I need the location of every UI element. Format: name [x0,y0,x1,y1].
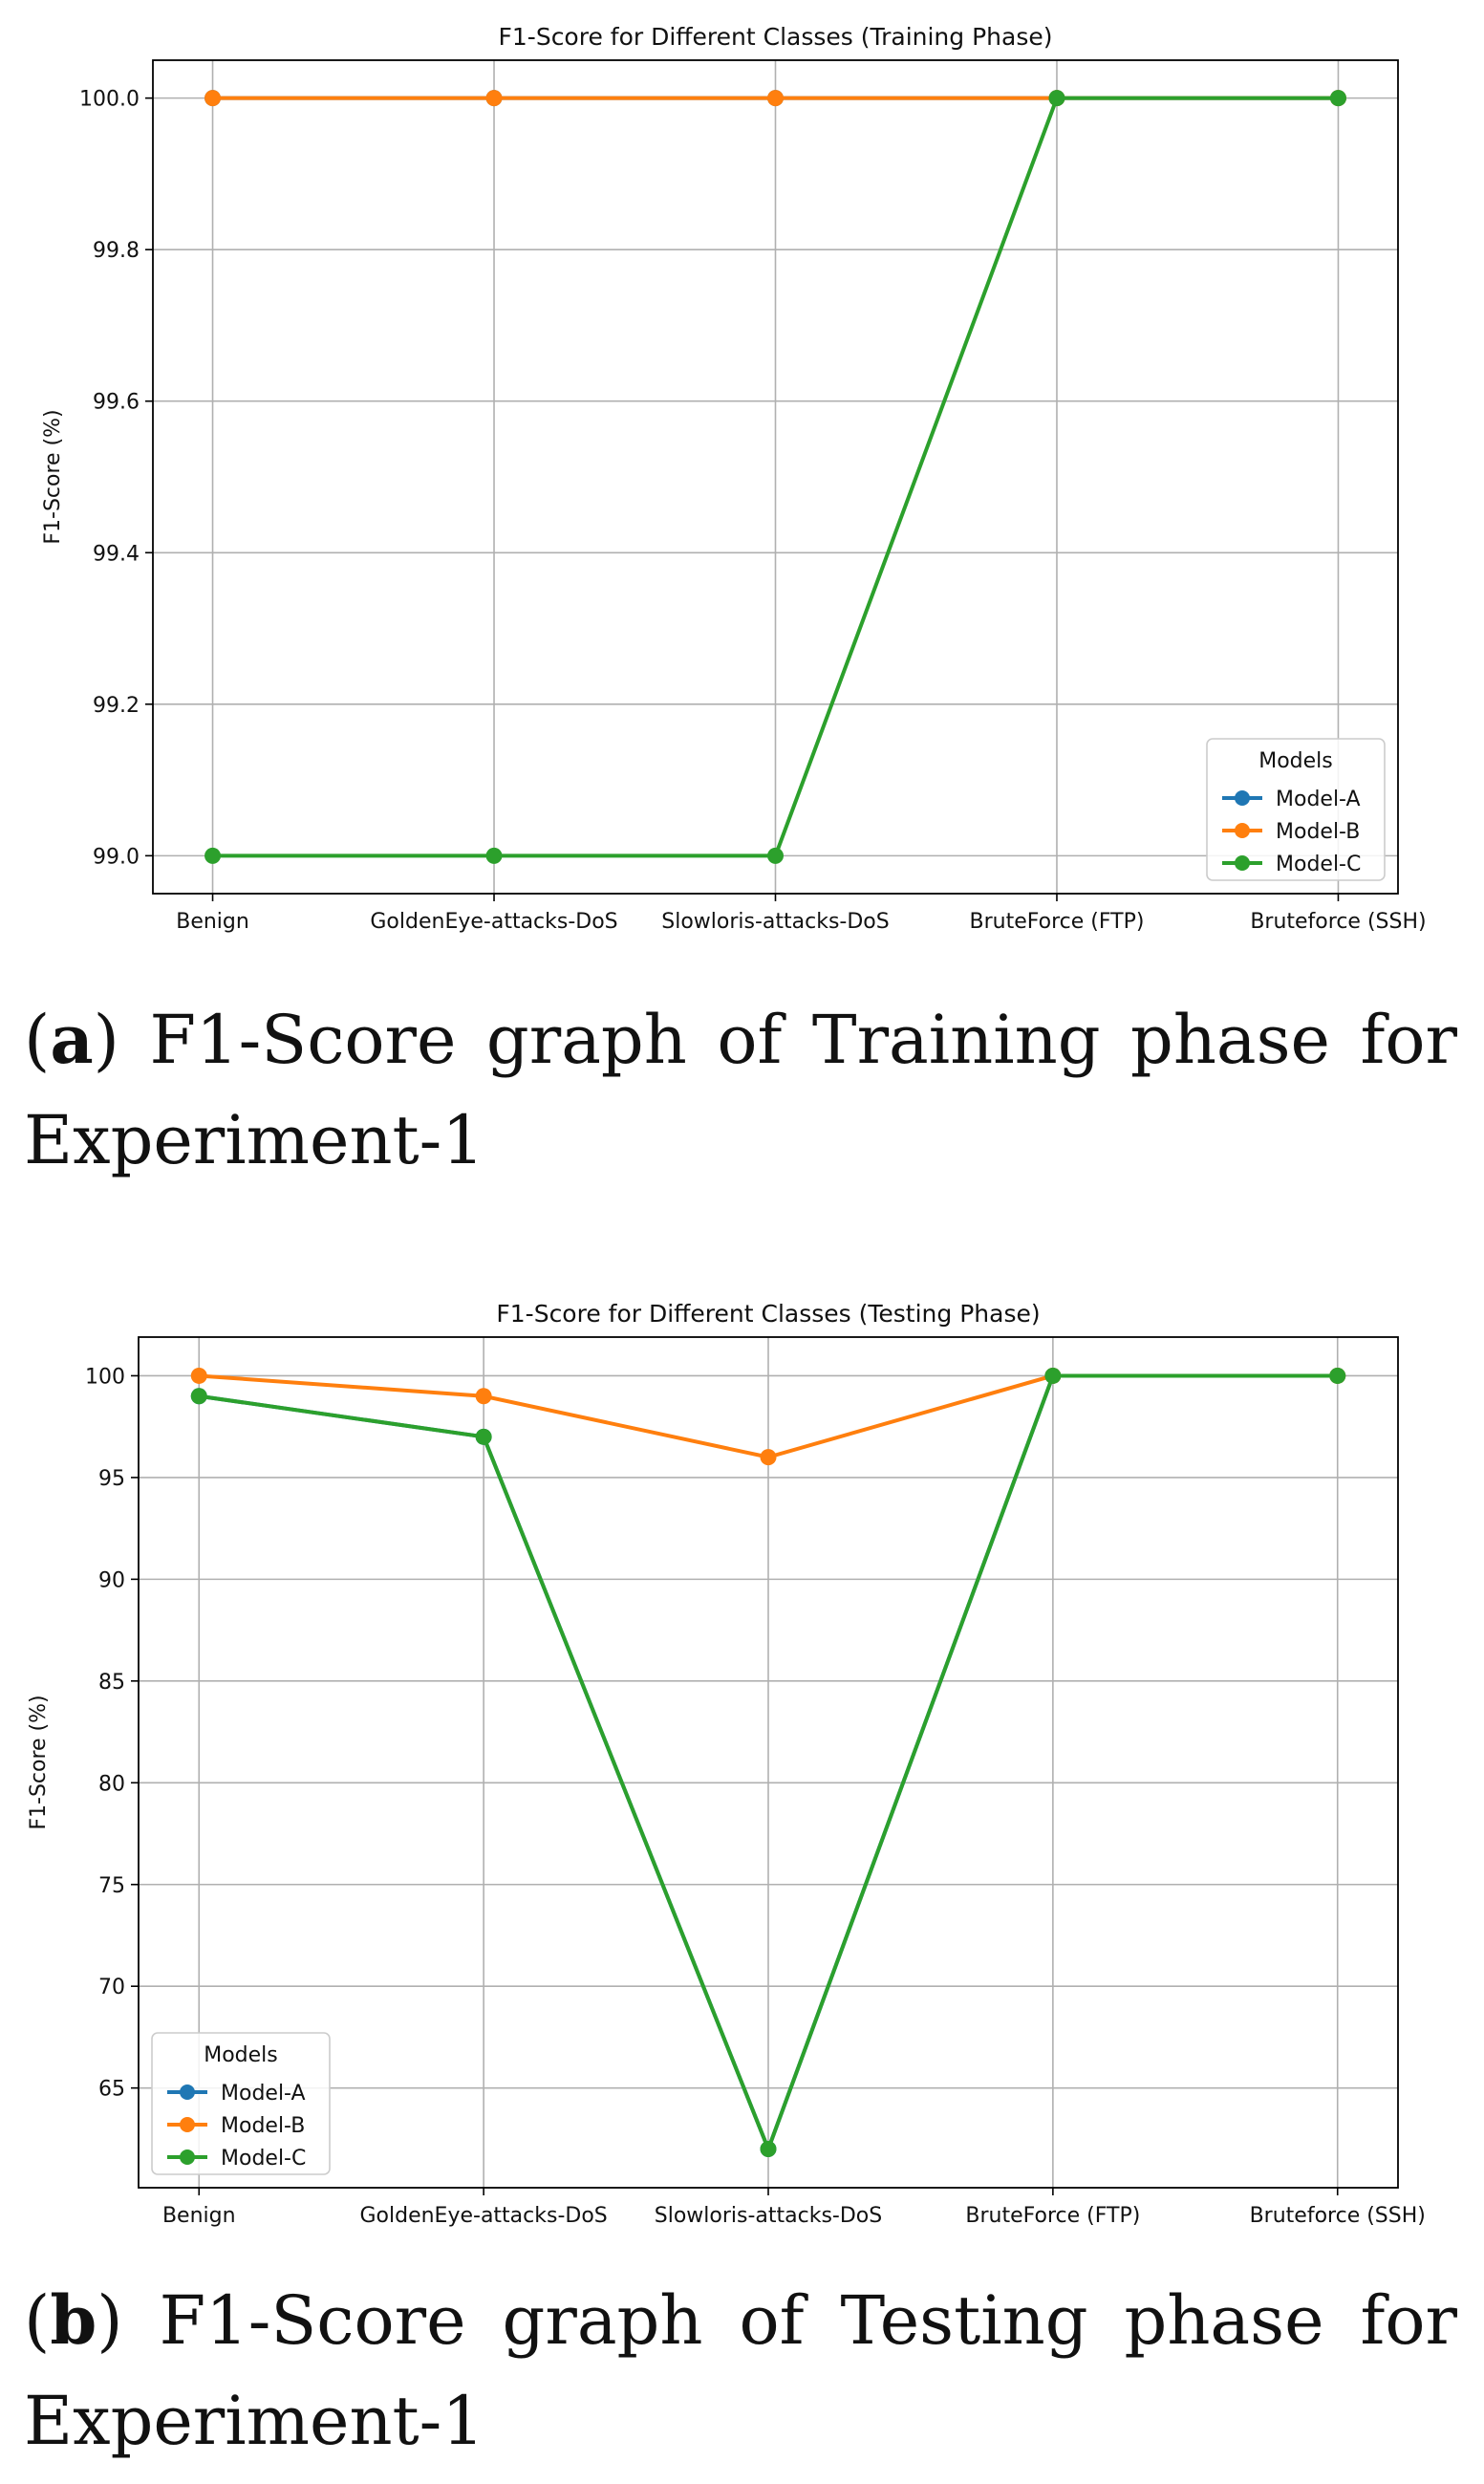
x-tick-label-goldeneye-attacks-dos: GoldenEye-attacks-DoS [359,2204,607,2228]
data-point-model-c [190,1388,207,1405]
data-point-model-b [485,90,503,107]
data-point-model-b [475,1388,492,1405]
caption-letter: b [50,2280,97,2360]
data-point-model-c [1329,1367,1346,1384]
x-tick-label-bruteforce-ftp: BruteForce (FTP) [965,2204,1140,2228]
legend-entry-model-b: Model-B [1276,820,1360,844]
legend-swatch-marker [1235,855,1250,871]
legend-swatch-marker [180,2149,195,2165]
x-tick-label-benign: Benign [162,2204,236,2228]
legend-entry-model-a: Model-A [221,2082,306,2106]
y-tick-label: 90 [98,1568,125,1592]
legend-swatch-marker [1235,823,1250,838]
legend-swatch-marker [180,2117,195,2132]
data-point-model-b [760,1449,777,1466]
data-point-model-c [1048,90,1065,107]
y-tick-label: 99.4 [93,542,140,566]
caption-text: F1-Score graph of Training phase for Exp… [24,1001,1457,1179]
data-point-model-c [485,847,503,864]
caption-a: (a) F1-Score graph of Training phase for… [24,1000,1457,1179]
x-tick-label-slowloris-attacks-dos: Slowloris-attacks-DoS [655,2204,882,2228]
y-axis-label: F1-Score (%) [41,409,65,544]
data-point-model-c [767,847,784,864]
y-tick-label: 100.0 [79,88,140,112]
x-tick-label-bruteforce-ssh: Bruteforce (SSH) [1250,2204,1426,2228]
legend-entry-model-c: Model-C [1276,853,1361,876]
legend-swatch-marker [180,2084,195,2100]
legend-entry-model-c: Model-C [221,2147,306,2171]
y-tick-label: 99.0 [93,845,140,869]
legend: Models Model-A Model-B Model-C [1206,738,1386,881]
y-axis-label: F1-Score (%) [27,1695,51,1829]
data-point-model-c [760,2141,777,2158]
legend-box [1206,738,1386,881]
y-tick-label: 99.2 [93,694,140,718]
data-point-model-b [190,1367,207,1384]
y-tick-label: 75 [98,1874,125,1898]
legend-swatch-marker [1235,790,1250,806]
series-model-c [204,90,1346,864]
x-tick-label-bruteforce-ftp: BruteForce (FTP) [970,910,1145,934]
y-tick-label: 70 [98,1976,125,1999]
x-tick-label-goldeneye-attacks-dos: GoldenEye-attacks-DoS [370,910,617,934]
caption-text: F1-Score graph of Testing phase for Expe… [24,2281,1458,2460]
series-model-c [190,1367,1346,2158]
data-point-model-c [204,847,222,864]
y-tick-label: 85 [98,1671,125,1695]
caption-letter: a [50,1000,94,1079]
chart-testing-phase: F1-Score for Different Classes (Testing … [27,1300,1426,2228]
y-tick-label: 99.8 [93,239,140,263]
y-tick-label: 65 [98,2078,125,2102]
legend-box [151,2032,331,2175]
legend-entry-model-b: Model-B [221,2114,305,2138]
caption-b: (b) F1-Score graph of Testing phase for … [24,2280,1458,2460]
legend-entry-model-a: Model-A [1276,788,1361,811]
chart-title: F1-Score for Different Classes (Testing … [496,1300,1040,1328]
chart-training-phase: F1-Score for Different Classes (Training… [41,23,1427,934]
legend-title: Models [1258,749,1333,773]
data-point-model-c [1044,1367,1062,1384]
data-point-model-b [767,90,784,107]
data-point-model-b [204,90,222,107]
x-tick-label-benign: Benign [176,910,249,934]
data-point-model-c [475,1428,492,1445]
x-tick-label-slowloris-attacks-dos: Slowloris-attacks-DoS [661,910,889,934]
y-tick-label: 80 [98,1772,125,1796]
legend: Models Model-A Model-B Model-C [151,2032,331,2175]
x-tick-label-bruteforce-ssh: Bruteforce (SSH) [1250,910,1426,934]
legend-title: Models [204,2043,278,2067]
y-tick-label: 99.6 [93,391,140,415]
y-tick-label: 100 [85,1365,125,1389]
data-point-model-c [1329,90,1346,107]
y-tick-label: 95 [98,1467,125,1491]
chart-title: F1-Score for Different Classes (Training… [499,23,1053,51]
